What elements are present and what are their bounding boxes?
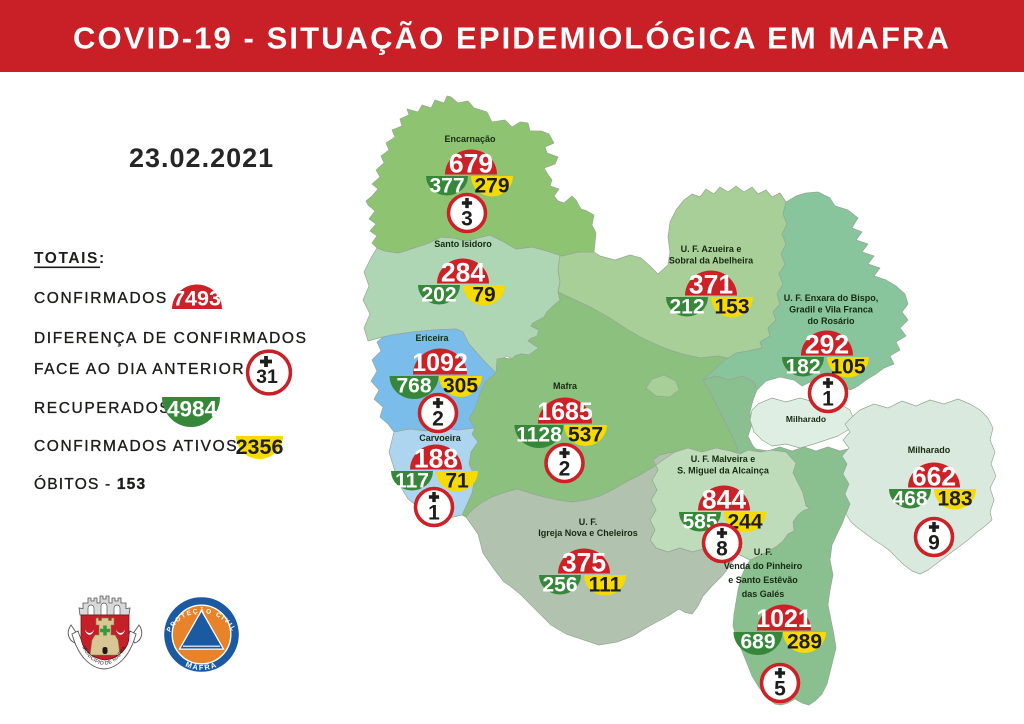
svg-text:212: 212 xyxy=(669,295,704,318)
svg-text:289: 289 xyxy=(787,630,822,653)
svg-text:2: 2 xyxy=(559,458,571,481)
svg-text:182: 182 xyxy=(785,355,820,378)
svg-text:7493: 7493 xyxy=(173,287,221,311)
svg-text:111: 111 xyxy=(589,573,622,596)
svg-text:768: 768 xyxy=(396,374,431,397)
svg-text:Milharado: Milharado xyxy=(908,445,951,455)
svg-text:662: 662 xyxy=(912,462,956,492)
svg-text:537: 537 xyxy=(568,423,603,446)
svg-text:U. F.: U. F. xyxy=(754,547,773,557)
svg-text:CONFIRMADOS ATIVOS: CONFIRMADOS ATIVOS xyxy=(34,438,238,455)
svg-text:Mafra: Mafra xyxy=(553,381,578,391)
svg-text:183: 183 xyxy=(937,487,972,510)
svg-text:244: 244 xyxy=(727,510,762,533)
svg-text:e Santo Estêvão: e Santo Estêvão xyxy=(728,575,798,585)
svg-text:FACE AO DIA ANTERIOR: FACE AO DIA ANTERIOR xyxy=(34,361,245,378)
svg-text:Ericeira: Ericeira xyxy=(415,333,449,343)
svg-text:3: 3 xyxy=(461,208,473,231)
svg-text:1021: 1021 xyxy=(756,605,812,633)
svg-text:844: 844 xyxy=(702,485,746,515)
svg-text:679: 679 xyxy=(449,149,493,179)
svg-text:1685: 1685 xyxy=(537,398,593,426)
svg-text:256: 256 xyxy=(542,573,577,596)
svg-text:1: 1 xyxy=(822,388,834,411)
svg-text:71: 71 xyxy=(445,469,469,492)
svg-text:4984: 4984 xyxy=(167,397,218,422)
svg-text:371: 371 xyxy=(689,270,733,300)
svg-text:468: 468 xyxy=(892,487,927,510)
svg-text:U. F. Azueira e: U. F. Azueira e xyxy=(681,244,742,254)
svg-text:1: 1 xyxy=(428,502,440,525)
svg-text:Igreja Nova e Cheleiros: Igreja Nova e Cheleiros xyxy=(538,528,638,538)
svg-text:Milharado: Milharado xyxy=(786,414,826,424)
svg-text:279: 279 xyxy=(474,174,509,197)
svg-text:MAFRA: MAFRA xyxy=(184,660,219,672)
svg-text:U. F.: U. F. xyxy=(579,517,598,527)
svg-text:2: 2 xyxy=(432,408,444,431)
svg-text:das Galés: das Galés xyxy=(742,589,785,599)
svg-text:305: 305 xyxy=(443,374,478,397)
svg-text:RECUPERADOS: RECUPERADOS xyxy=(34,400,171,417)
svg-text:do Rosário: do Rosário xyxy=(807,316,855,326)
svg-text:Santo Isidoro: Santo Isidoro xyxy=(434,239,492,249)
svg-text:117: 117 xyxy=(395,469,429,492)
svg-text:5: 5 xyxy=(774,678,786,701)
svg-text:U. F. Malveira e: U. F. Malveira e xyxy=(691,454,756,464)
svg-text:COVID-19 - SITUAÇÃO EPIDEMIOLÓ: COVID-19 - SITUAÇÃO EPIDEMIOLÓGICA EM MA… xyxy=(73,20,951,56)
svg-text:U. F. Enxara do Bispo,: U. F. Enxara do Bispo, xyxy=(784,293,879,303)
svg-text:8: 8 xyxy=(716,538,728,561)
svg-text:Venda do Pinheiro: Venda do Pinheiro xyxy=(724,561,803,571)
svg-text:188: 188 xyxy=(414,444,458,474)
svg-text:105: 105 xyxy=(830,355,865,378)
svg-text:375: 375 xyxy=(562,548,606,578)
svg-text:377: 377 xyxy=(429,174,464,197)
svg-text:689: 689 xyxy=(740,630,775,653)
svg-text:2356: 2356 xyxy=(236,435,284,459)
svg-text:284: 284 xyxy=(441,258,485,288)
svg-text:1128: 1128 xyxy=(516,423,562,446)
svg-text:CONFIRMADOS: CONFIRMADOS xyxy=(34,290,168,307)
svg-text:S. Miguel da Alcainça: S. Miguel da Alcainça xyxy=(677,466,770,476)
svg-text:31: 31 xyxy=(256,366,278,388)
svg-text:Encarnação: Encarnação xyxy=(444,134,496,144)
svg-text:79: 79 xyxy=(472,283,495,306)
svg-text:1092: 1092 xyxy=(412,349,468,377)
svg-text:Carvoeira: Carvoeira xyxy=(419,433,462,443)
svg-text:ÓBITOS - 153: ÓBITOS - 153 xyxy=(34,476,146,493)
svg-text:Gradil e Vila Franca: Gradil e Vila Franca xyxy=(789,305,874,315)
svg-text:202: 202 xyxy=(421,283,456,306)
svg-text:153: 153 xyxy=(714,295,749,318)
svg-text:Sobral da Abelheira: Sobral da Abelheira xyxy=(669,256,754,266)
svg-text:292: 292 xyxy=(805,330,849,360)
svg-text:TOTAIS:: TOTAIS: xyxy=(34,250,106,267)
svg-text:9: 9 xyxy=(928,532,940,555)
svg-text:23.02.2021: 23.02.2021 xyxy=(129,143,274,173)
svg-text:DIFERENÇA DE CONFIRMADOS: DIFERENÇA DE CONFIRMADOS xyxy=(34,330,308,347)
